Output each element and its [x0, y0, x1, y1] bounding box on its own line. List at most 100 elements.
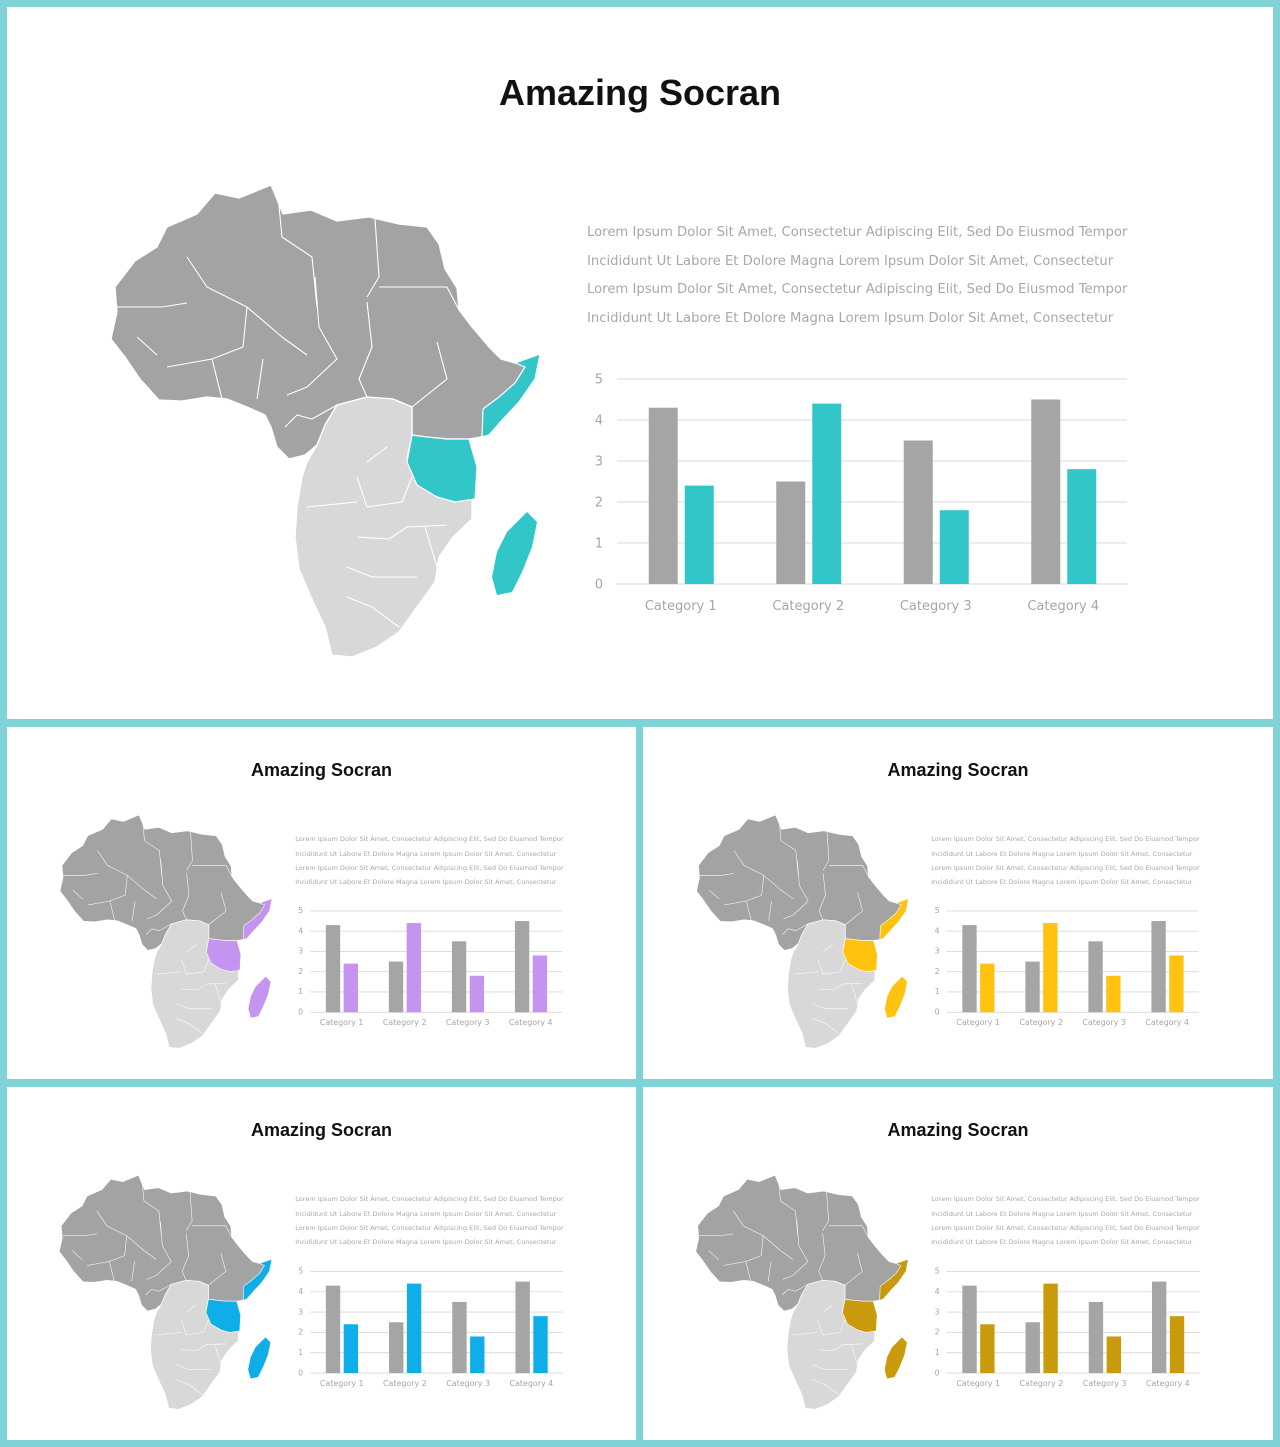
highlight-somalia — [242, 1258, 273, 1301]
bar-chart: 0 1 2 3 4 5 Category 1 Category 2 Category 3 Cate… — [298, 906, 563, 1027]
country-border — [145, 1284, 172, 1296]
country-border — [379, 286, 460, 311]
y-tick-label: 5 — [935, 1267, 940, 1276]
country-border — [72, 889, 83, 900]
body-text-line: Incididunt Ut Labore Et Dolore Magna Lor… — [931, 878, 1193, 887]
highlight-tanzania — [842, 938, 878, 973]
map-region-south — [294, 396, 473, 658]
country-border — [709, 889, 720, 900]
country-border — [156, 971, 182, 975]
x-tick-label: Category 2 — [772, 599, 844, 614]
bar-chart: 0 1 2 3 4 5 Category 1 Category 2 Category 3 Cate… — [595, 373, 1127, 614]
highlight-madagascar — [492, 512, 537, 595]
x-tick-label: Category 1 — [956, 1018, 1000, 1027]
bar-series-1 — [962, 925, 977, 1013]
country-border — [822, 944, 834, 953]
body-text-line: Incididunt Ut Labore Et Dolore Magna Lor… — [931, 1238, 1193, 1247]
country-border — [778, 814, 799, 876]
slide-graphics: 0 1 2 3 4 5 Category 1 Category 2 Category 3 Cate… — [695, 1174, 1200, 1410]
highlight-somalia — [481, 353, 541, 438]
body-text-line: Incididunt Ut Labore Et Dolore Magna Lor… — [295, 1238, 557, 1247]
y-tick-label: 0 — [298, 1007, 303, 1016]
bar-series-2 — [1169, 1316, 1185, 1374]
country-border — [822, 1304, 833, 1313]
bar-series-1 — [1088, 1301, 1104, 1374]
country-border — [141, 814, 163, 876]
slide-thumbnail[interactable]: Amazing Socran Lorem Ipsum Dolor Sit Amet… — [7, 1087, 636, 1440]
africa-map — [59, 814, 273, 1049]
bar-series-1 — [903, 440, 933, 584]
country-border — [208, 892, 227, 925]
y-tick-label: 1 — [935, 1348, 940, 1357]
country-border — [699, 873, 735, 876]
country-border — [214, 984, 222, 1004]
slide-title: Amazing Socran — [887, 1119, 1029, 1140]
slide-title: Amazing Socran — [498, 72, 782, 113]
country-border — [71, 1250, 83, 1260]
slide-thumbnail[interactable]: Amazing Socran Lorem Ipsum Dolor Sit Amet… — [7, 727, 636, 1079]
bar-series-2 — [939, 510, 969, 584]
country-border — [181, 959, 210, 975]
body-text-line: Incididunt Ut Labore Et Dolore Magna Lor… — [295, 849, 557, 858]
country-border — [181, 1233, 189, 1281]
y-tick-label: 1 — [595, 537, 603, 552]
y-tick-label: 3 — [298, 947, 303, 956]
slide-thumbnail[interactable]: Amazing Socran Lorem Ipsum Dolor Sit Amet… — [643, 727, 1273, 1079]
highlight-madagascar — [248, 1337, 271, 1379]
country-border — [851, 984, 858, 1004]
y-tick-label: 1 — [298, 987, 303, 996]
country-border — [141, 1175, 162, 1236]
country-border — [822, 1192, 829, 1231]
x-tick-label: Category 2 — [1020, 1379, 1064, 1388]
highlight-tanzania — [205, 1298, 241, 1333]
y-tick-label: 0 — [298, 1368, 303, 1377]
country-border — [256, 358, 264, 400]
slide-thumbnail[interactable]: Amazing Socran Lorem Ipsum Dolor Sit Amet… — [7, 7, 1273, 719]
country-border — [792, 1332, 818, 1336]
bar-chart: 0 1 2 3 4 5 Category 1 Category 2 Category 3 Cate… — [935, 906, 1199, 1027]
slide-thumbnail[interactable]: Amazing Socran Lorem Ipsum Dolor Sit Amet… — [643, 1087, 1273, 1440]
country-border — [793, 971, 819, 975]
x-tick-label: Category 3 — [446, 1018, 490, 1027]
y-tick-label: 5 — [298, 1267, 303, 1276]
country-border — [214, 1344, 222, 1365]
map-region-south — [150, 919, 239, 1049]
slide-graphics: 0 1 2 3 4 5 Category 1 Category 2 Category 3 Cate… — [110, 184, 1127, 658]
highlight-somalia — [243, 898, 273, 940]
y-tick-label: 0 — [935, 1368, 940, 1377]
country-border — [768, 900, 772, 921]
country-border — [812, 1379, 839, 1395]
bar-series-2 — [1106, 975, 1121, 1013]
body-text-line: Incididunt Ut Labore Et Dolore Magna Lor… — [931, 849, 1193, 858]
y-tick-label: 2 — [298, 967, 303, 976]
country-border — [176, 1018, 203, 1034]
map-region-south — [786, 1280, 876, 1410]
bar-series-1 — [451, 941, 467, 1013]
bar-series-1 — [776, 481, 806, 584]
bar-series-2 — [470, 1336, 485, 1374]
y-tick-label: 3 — [298, 1307, 303, 1316]
bar-series-2 — [1043, 1283, 1058, 1374]
country-border — [356, 524, 448, 540]
africa-map — [110, 184, 541, 658]
body-text-line: Lorem Ipsum Dolor Sit Amet, Consectetur … — [931, 1195, 1200, 1204]
y-tick-label: 2 — [298, 1328, 303, 1337]
country-border — [146, 1220, 172, 1280]
bar-series-2 — [343, 1324, 359, 1374]
body-text-line: Lorem Ipsum Dolor Sit Amet, Consectetur … — [587, 282, 1128, 298]
map-region-south — [787, 919, 876, 1049]
country-border — [185, 1304, 197, 1313]
slide-graphics: 0 1 2 3 4 5 Category 1 Category 2 Category 3 Cate… — [696, 814, 1199, 1049]
body-text: Lorem Ipsum Dolor Sit Amet, Consectetur … — [587, 219, 1127, 334]
country-border — [411, 341, 448, 408]
bar-series-2 — [980, 963, 995, 1013]
x-tick-label: Category 1 — [956, 1379, 1000, 1388]
y-tick-label: 3 — [595, 455, 603, 470]
bar-series-1 — [325, 925, 341, 1013]
country-border — [211, 358, 223, 400]
country-border — [845, 892, 863, 925]
country-border — [424, 526, 438, 568]
slide-title: Amazing Socran — [887, 759, 1029, 780]
country-border — [708, 1250, 719, 1260]
country-border — [286, 276, 338, 396]
